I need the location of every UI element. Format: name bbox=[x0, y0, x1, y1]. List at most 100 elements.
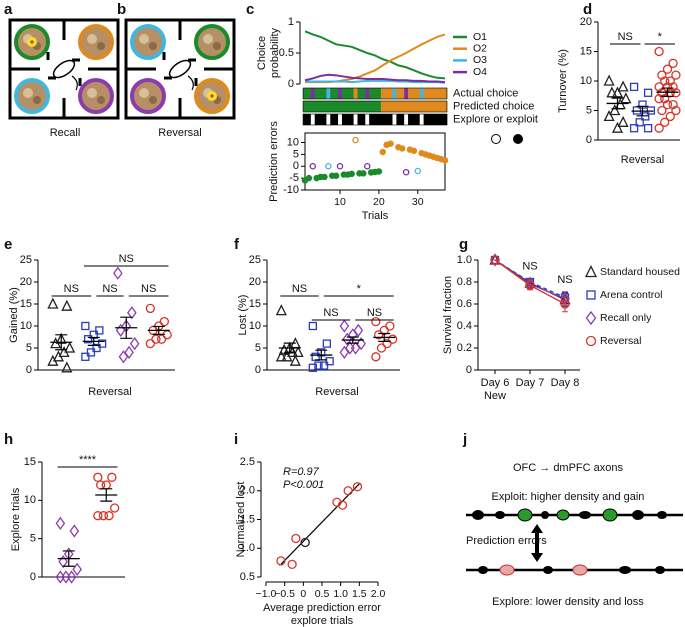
ribbon-cell bbox=[349, 88, 354, 99]
ribbon-cell bbox=[345, 101, 351, 112]
y-tick-label: 5 bbox=[255, 342, 261, 354]
marker-diamond bbox=[69, 524, 80, 538]
marker-triangle bbox=[61, 361, 73, 373]
ribbon-label: Actual choice bbox=[453, 87, 518, 99]
marker-triangle bbox=[617, 80, 629, 92]
panel-letter: i bbox=[234, 431, 238, 448]
marker-circle bbox=[668, 82, 678, 92]
y-tick-label: 1 bbox=[288, 16, 294, 28]
exploit-label: Exploit: higher density and gain bbox=[492, 491, 645, 503]
ribbon-cell bbox=[318, 88, 323, 99]
panel-letter: g bbox=[459, 236, 468, 253]
ribbon-cell bbox=[334, 88, 339, 99]
x-tick-label: Day 7 bbox=[516, 377, 545, 389]
marker-circle bbox=[325, 162, 332, 170]
sem-bar bbox=[87, 336, 100, 346]
y-tick-label: 0.8 bbox=[457, 276, 472, 288]
ribbon-cell bbox=[392, 114, 397, 125]
ribbon-cell bbox=[376, 88, 382, 99]
legend-label: Standard housed bbox=[600, 266, 680, 278]
ribbon-cell bbox=[303, 101, 308, 112]
sem-bar bbox=[55, 334, 68, 351]
y-tick-label: 25 bbox=[249, 254, 261, 266]
marker-triangle bbox=[603, 74, 615, 86]
bouton-gain bbox=[517, 508, 533, 522]
marker-circle bbox=[104, 511, 114, 521]
food-texture bbox=[33, 96, 41, 104]
annotation: NS bbox=[557, 274, 572, 286]
ribbon-cell bbox=[357, 88, 362, 99]
ribbon-cell bbox=[443, 101, 448, 112]
ribbon-cell bbox=[341, 114, 347, 125]
ribbon-cell bbox=[365, 101, 370, 112]
annotation: NS bbox=[119, 253, 134, 265]
ribbon-cell bbox=[415, 88, 421, 99]
y-axis-label: Lost (%) bbox=[237, 295, 249, 336]
ribbon-cell bbox=[415, 114, 421, 125]
ribbon-cell bbox=[341, 88, 347, 99]
annotation: NS bbox=[102, 283, 117, 295]
x-axis-label: Reversal bbox=[88, 386, 131, 398]
marker-circle bbox=[375, 168, 383, 175]
annotation: NS bbox=[367, 307, 382, 319]
marker-square bbox=[322, 339, 332, 348]
ribbon-cell bbox=[373, 114, 378, 125]
ribbon-cell bbox=[318, 101, 323, 112]
marker-circle bbox=[654, 94, 664, 104]
marker-circle bbox=[441, 157, 449, 164]
ribbon-cell bbox=[400, 114, 405, 125]
ribbon-cell bbox=[365, 88, 370, 99]
ribbon-cell bbox=[388, 101, 393, 112]
axon-diagram bbox=[466, 508, 683, 576]
sem-bar bbox=[62, 550, 75, 567]
marker-circle bbox=[348, 170, 355, 178]
food-texture bbox=[87, 88, 97, 98]
ribbon-cell bbox=[306, 114, 312, 125]
ribbon-cell bbox=[334, 101, 339, 112]
ribbon-cell bbox=[396, 101, 401, 112]
y-tick-label: 0.5 bbox=[240, 571, 255, 583]
marker-circle bbox=[665, 76, 675, 86]
annotation: NS bbox=[292, 283, 307, 295]
marker-circle bbox=[363, 162, 371, 170]
marker-circle bbox=[657, 70, 667, 80]
bouton-lost bbox=[499, 564, 515, 576]
marker-triangle bbox=[584, 265, 598, 278]
food-texture bbox=[139, 88, 149, 98]
marker-square bbox=[643, 124, 653, 133]
legend-label: O2 bbox=[473, 42, 487, 54]
y-tick-label: 0.6 bbox=[457, 298, 472, 310]
marker-circle bbox=[352, 136, 359, 144]
panel-letter: h bbox=[4, 431, 13, 448]
y-axis-label: Survival fraction bbox=[442, 276, 454, 354]
marker-circle bbox=[300, 537, 310, 548]
y-tick-label: 5 bbox=[30, 533, 36, 545]
marker-triangle bbox=[609, 104, 621, 116]
marker-triangle bbox=[620, 92, 632, 104]
y-tick-label: 0 bbox=[466, 364, 472, 376]
x-tick-label: −1.0 bbox=[256, 588, 277, 600]
ribbon-cell bbox=[338, 88, 343, 99]
reward-center bbox=[210, 94, 214, 98]
y-tick-label: 1.0 bbox=[457, 254, 472, 266]
ribbon-cell bbox=[408, 114, 413, 125]
y-tick-label: 15 bbox=[580, 45, 592, 57]
marker-circle bbox=[159, 316, 170, 327]
marker-square bbox=[81, 352, 90, 361]
marker-square bbox=[629, 124, 639, 133]
marker-circle bbox=[107, 472, 117, 482]
annotation: * bbox=[357, 283, 362, 295]
ribbon-cell bbox=[330, 101, 335, 112]
ribbon-cell bbox=[427, 88, 432, 99]
bouton bbox=[495, 511, 505, 519]
annotation: R=0.97 bbox=[283, 466, 320, 478]
mouse-tail bbox=[71, 75, 78, 91]
marker-square bbox=[643, 88, 653, 97]
marker-circle bbox=[360, 170, 367, 177]
y-tick-label: 15 bbox=[24, 456, 36, 468]
marker-triangle bbox=[606, 86, 618, 98]
y-axis-label: Choice bbox=[256, 36, 268, 70]
ribbon-cell bbox=[388, 114, 393, 125]
y-tick-label: 10 bbox=[287, 136, 299, 148]
y-tick-label: 2.0 bbox=[240, 485, 255, 497]
